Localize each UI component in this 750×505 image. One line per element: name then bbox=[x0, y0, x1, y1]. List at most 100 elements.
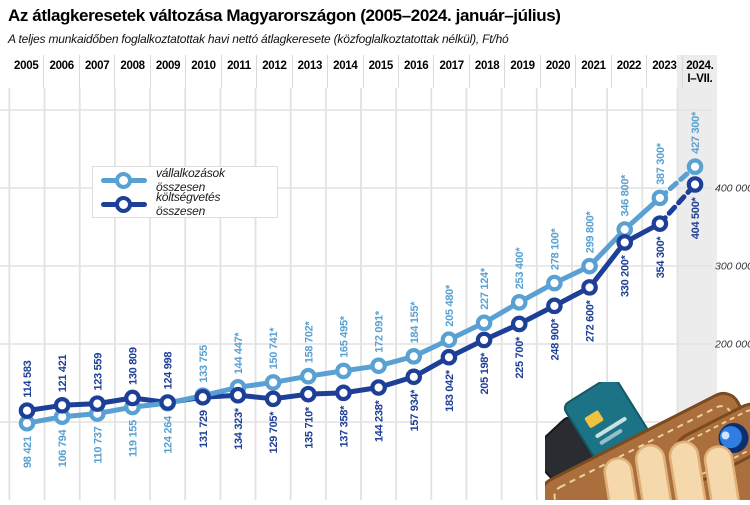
year-header-cell: 2007 bbox=[78, 55, 114, 88]
y-axis-tick-label: 200 000 bbox=[714, 339, 750, 351]
data-point-marker bbox=[405, 348, 423, 365]
year-header-cell: 2021 bbox=[575, 55, 610, 88]
data-point-marker bbox=[53, 396, 71, 414]
data-label: 124 998 bbox=[163, 352, 175, 390]
page-subtitle: A teljes munkaidőben foglalkoztatottak h… bbox=[8, 32, 509, 46]
data-point-marker bbox=[194, 388, 212, 406]
year-header-cell: 2012 bbox=[256, 55, 291, 88]
data-point-marker bbox=[475, 331, 493, 349]
data-point-marker bbox=[546, 297, 563, 315]
data-point-marker bbox=[686, 176, 704, 193]
legend: vállalkozások összesen költségvetés össz… bbox=[92, 166, 278, 218]
data-point-marker bbox=[370, 357, 387, 375]
legend-item-koltsegvetes: költségvetés összesen bbox=[101, 190, 269, 218]
y-axis-tick-label: 400 000 bbox=[715, 183, 750, 195]
year-header-cell: 2023 bbox=[646, 55, 681, 88]
data-label: 165 495* bbox=[338, 315, 350, 358]
data-point-marker bbox=[616, 221, 634, 238]
data-point-marker bbox=[159, 394, 176, 411]
data-label: 387 300* bbox=[655, 142, 667, 185]
data-label: 119 155 bbox=[128, 420, 140, 457]
year-header-cell: 2011 bbox=[220, 55, 256, 88]
data-label: 150 741* bbox=[268, 327, 280, 370]
data-point-marker bbox=[651, 215, 669, 232]
data-label: 227 124* bbox=[479, 267, 491, 310]
data-point-marker bbox=[475, 314, 493, 332]
data-label: 253 400* bbox=[514, 247, 526, 290]
data-point-marker bbox=[510, 315, 528, 333]
year-header-cell: 2024. I–VII. bbox=[681, 55, 717, 88]
data-label: 346 800* bbox=[620, 174, 632, 217]
year-header-cell: 2014 bbox=[327, 55, 362, 88]
data-label: 133 755 bbox=[198, 345, 210, 383]
data-label: 114 583 bbox=[22, 360, 34, 397]
data-point-marker bbox=[264, 374, 282, 391]
data-point-marker bbox=[440, 331, 458, 349]
legend-label: vállalkozások összesen bbox=[156, 166, 225, 194]
data-point-marker bbox=[405, 368, 423, 386]
data-point-marker bbox=[335, 384, 352, 402]
data-label: 427 300* bbox=[690, 111, 702, 154]
year-header-cell: 2019 bbox=[504, 55, 539, 88]
data-label: 144 238* bbox=[374, 399, 386, 442]
data-point-marker bbox=[370, 379, 387, 396]
data-label: 135 710* bbox=[303, 406, 315, 449]
data-label: 158 702* bbox=[303, 321, 315, 364]
data-point-marker bbox=[124, 389, 141, 407]
year-axis-header: 2005 2006 2007 2008 2009 2010 2011 2012 2013 2014… bbox=[9, 55, 717, 88]
year-header-cell: 2008 bbox=[114, 55, 149, 88]
data-point-marker bbox=[686, 158, 704, 176]
page-title: Az átlagkeresetek változása Magyarország… bbox=[8, 6, 561, 25]
data-label: 110 737 bbox=[92, 426, 104, 463]
data-label: 137 358* bbox=[338, 405, 350, 448]
legend-label: költségvetés összesen bbox=[156, 190, 221, 218]
data-point-marker bbox=[581, 279, 598, 296]
year-header-cell: 2017 bbox=[433, 55, 468, 88]
data-point-marker bbox=[335, 362, 352, 380]
data-label: 123 559 bbox=[92, 353, 104, 391]
year-header-cell: 2009 bbox=[149, 55, 185, 88]
data-label: 184 155* bbox=[409, 301, 421, 344]
series-line-dashed-forecast bbox=[657, 181, 698, 227]
data-label: 225 700* bbox=[514, 336, 526, 379]
data-point-marker bbox=[264, 390, 282, 408]
year-header-cell: 2022 bbox=[610, 55, 646, 88]
data-point-marker bbox=[299, 385, 317, 403]
data-label: 144 447* bbox=[233, 332, 245, 375]
data-label: 157 934* bbox=[409, 389, 421, 432]
data-label: 272 600* bbox=[585, 299, 597, 342]
data-label: 299 800* bbox=[585, 211, 597, 254]
data-label: 130 809 bbox=[128, 347, 140, 385]
legend-marker-light-icon bbox=[101, 171, 147, 190]
data-label: 121 421 bbox=[57, 354, 69, 392]
data-label: 98 421 bbox=[22, 436, 34, 468]
data-point-marker bbox=[440, 348, 458, 366]
legend-marker-dark-icon bbox=[101, 195, 147, 214]
data-label: 183 042* bbox=[444, 369, 456, 412]
data-label: 205 198* bbox=[479, 352, 491, 395]
data-point-marker bbox=[651, 189, 669, 207]
data-point-marker bbox=[18, 402, 36, 419]
data-label: 172 091* bbox=[374, 310, 386, 353]
data-label: 278 100* bbox=[549, 227, 561, 270]
data-label: 131 729 bbox=[198, 410, 210, 448]
data-label: 106 794 bbox=[57, 429, 69, 468]
data-point-marker bbox=[546, 274, 563, 292]
data-label: 404 500* bbox=[690, 196, 702, 239]
legend-item-vallalkozasok: vállalkozások összesen bbox=[101, 166, 269, 194]
data-point-marker bbox=[581, 257, 598, 275]
year-header-cell: 2006 bbox=[43, 55, 78, 88]
data-label: 354 300* bbox=[655, 236, 667, 279]
year-header-cell: 2015 bbox=[362, 55, 398, 88]
year-header-cell: 2010 bbox=[185, 55, 220, 88]
data-point-marker bbox=[616, 234, 634, 251]
data-label: 134 323* bbox=[233, 407, 245, 450]
y-axis-tick-label: 300 000 bbox=[715, 261, 750, 273]
year-header-cell: 2018 bbox=[468, 55, 504, 88]
data-label: 248 900* bbox=[549, 318, 561, 361]
data-label: 330 200* bbox=[620, 254, 632, 297]
data-label: 205 480* bbox=[444, 284, 456, 327]
data-point-marker bbox=[299, 367, 317, 385]
